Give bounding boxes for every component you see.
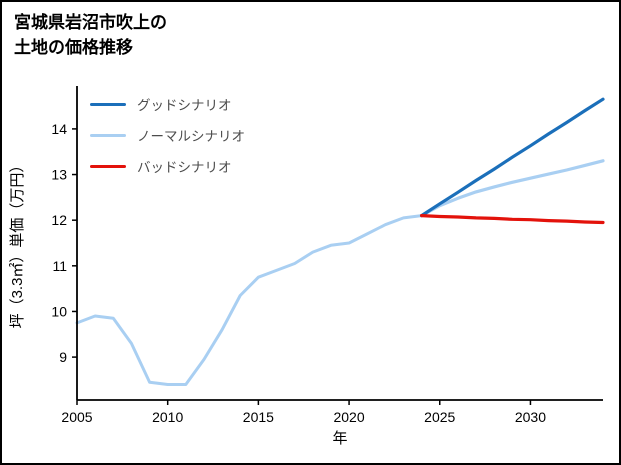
legend-item-1: ノーマルシナリオ — [90, 125, 245, 145]
y-axis-label: 坪（3.3㎡）単価（万円） — [9, 158, 26, 329]
y-tick-label: 14 — [51, 121, 67, 137]
series-history — [75, 214, 424, 386]
legend-item-2: バッドシナリオ — [90, 156, 245, 176]
legend-label: バッドシナリオ — [137, 160, 232, 175]
legend-item-0: グッドシナリオ — [90, 94, 245, 114]
series-normal-scenario — [420, 159, 605, 218]
y-tick-label: 9 — [59, 349, 67, 365]
x-tick-label: 2015 — [243, 409, 274, 425]
x-tick-label: 2020 — [333, 409, 364, 425]
chart-title: 宮城県岩沼市吹上の 土地の価格推移 — [14, 11, 167, 60]
series-bad-scenario — [420, 214, 605, 225]
x-tick-label: 2025 — [424, 409, 455, 425]
legend: グッドシナリオ ノーマルシナリオ バッドシナリオ — [90, 94, 245, 176]
chart-title-line1: 宮城県岩沼市吹上の — [14, 13, 167, 32]
y-tick-label: 12 — [51, 212, 67, 228]
y-tick-label: 13 — [51, 167, 67, 183]
x-tick-label: 2030 — [515, 409, 546, 425]
legend-line-swatch — [90, 102, 126, 106]
y-tick-label: 11 — [52, 258, 67, 274]
y-tick-label: 10 — [51, 303, 67, 319]
legend-line-swatch — [90, 164, 126, 168]
x-tick-label: 2005 — [61, 409, 92, 425]
x-axis-label: 年 — [332, 430, 347, 447]
legend-line-swatch — [90, 133, 126, 137]
legend-label: ノーマルシナリオ — [137, 129, 245, 144]
chart-title-line2: 土地の価格推移 — [14, 37, 133, 57]
series-good-scenario — [420, 97, 605, 218]
x-tick-label: 2010 — [152, 409, 183, 425]
plot-area: 2005 2010 2015 2020 2025 2030 9 10 11 12 13 14 — [51, 86, 605, 425]
legend-label: グッドシナリオ — [137, 98, 232, 113]
